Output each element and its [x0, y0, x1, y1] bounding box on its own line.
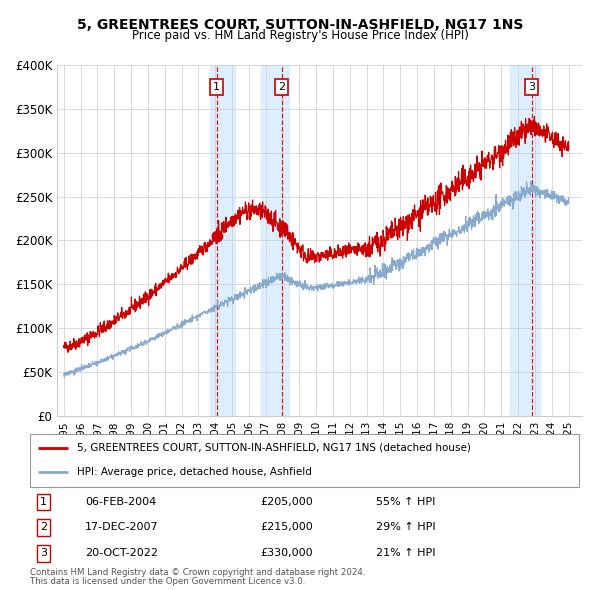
Text: 06-FEB-2004: 06-FEB-2004 [85, 497, 156, 507]
Text: £215,000: £215,000 [260, 522, 313, 532]
Text: 1: 1 [213, 82, 220, 92]
Text: 1: 1 [40, 497, 47, 507]
Text: 21% ↑ HPI: 21% ↑ HPI [376, 549, 436, 559]
Text: 3: 3 [40, 549, 47, 559]
Text: 5, GREENTREES COURT, SUTTON-IN-ASHFIELD, NG17 1NS (detached house): 5, GREENTREES COURT, SUTTON-IN-ASHFIELD,… [77, 443, 470, 453]
Text: 17-DEC-2007: 17-DEC-2007 [85, 522, 158, 532]
Text: 55% ↑ HPI: 55% ↑ HPI [376, 497, 435, 507]
Text: 2: 2 [40, 522, 47, 532]
FancyBboxPatch shape [30, 434, 579, 487]
Bar [210, 65, 235, 416]
Bar [260, 65, 289, 416]
Text: £330,000: £330,000 [260, 549, 313, 559]
Text: Price paid vs. HM Land Registry's House Price Index (HPI): Price paid vs. HM Land Registry's House … [131, 30, 469, 42]
Text: Contains HM Land Registry data © Crown copyright and database right 2024.: Contains HM Land Registry data © Crown c… [30, 568, 365, 576]
Text: £205,000: £205,000 [260, 497, 313, 507]
Text: 29% ↑ HPI: 29% ↑ HPI [376, 522, 436, 532]
Bar [509, 65, 540, 416]
Text: This data is licensed under the Open Government Licence v3.0.: This data is licensed under the Open Gov… [30, 577, 305, 586]
Text: HPI: Average price, detached house, Ashfield: HPI: Average price, detached house, Ashf… [77, 467, 311, 477]
Point [527, 122, 536, 131]
Text: 20-OCT-2022: 20-OCT-2022 [85, 549, 158, 559]
Point [212, 231, 221, 241]
Point [277, 222, 287, 232]
Text: 3: 3 [528, 82, 535, 92]
Text: 2: 2 [278, 82, 286, 92]
Text: 5, GREENTREES COURT, SUTTON-IN-ASHFIELD, NG17 1NS: 5, GREENTREES COURT, SUTTON-IN-ASHFIELD,… [77, 18, 523, 32]
